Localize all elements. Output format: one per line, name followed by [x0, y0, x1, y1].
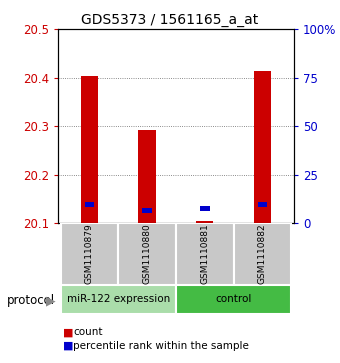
Text: ■: ■ [63, 327, 73, 337]
Bar [176, 223, 234, 285]
Bar [176, 285, 291, 314]
Bar [200, 206, 209, 211]
Text: count: count [73, 327, 103, 337]
Bar [258, 202, 267, 207]
Bar [142, 208, 152, 213]
Bar [118, 223, 176, 285]
Text: GSM1110879: GSM1110879 [85, 224, 94, 285]
Text: ■: ■ [63, 341, 73, 351]
Bar [61, 285, 176, 314]
Bar [138, 130, 156, 223]
Bar [234, 223, 291, 285]
Bar [81, 76, 98, 223]
Text: percentile rank within the sample: percentile rank within the sample [73, 341, 249, 351]
Text: GSM1110882: GSM1110882 [258, 224, 267, 285]
Text: protocol: protocol [7, 294, 55, 307]
Text: GSM1110880: GSM1110880 [143, 224, 152, 285]
Bar [61, 223, 118, 285]
Text: ▶: ▶ [46, 294, 55, 307]
Text: miR-122 expression: miR-122 expression [67, 294, 170, 305]
Bar [254, 71, 271, 223]
Text: GSM1110881: GSM1110881 [200, 224, 209, 285]
Bar [85, 202, 94, 207]
Text: GDS5373 / 1561165_a_at: GDS5373 / 1561165_a_at [81, 13, 259, 27]
Text: control: control [216, 294, 252, 305]
Bar [196, 221, 214, 223]
